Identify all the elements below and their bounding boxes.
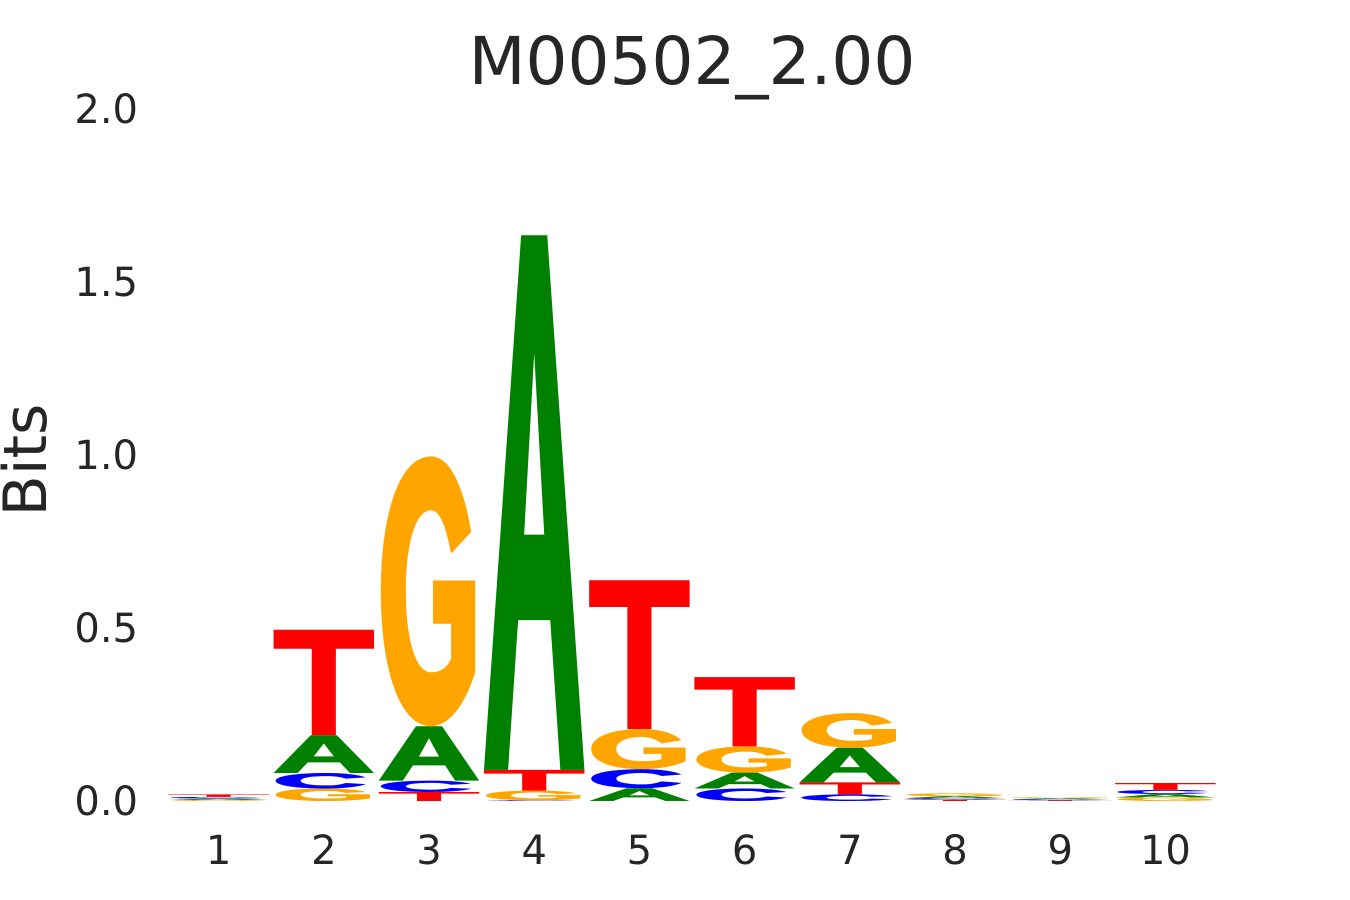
letter-A-pos-3 <box>378 726 480 781</box>
letter-T-pos-7 <box>799 782 901 795</box>
y-tick-label: 0.0 <box>74 779 138 825</box>
y-tick-label: 0.5 <box>74 606 138 652</box>
letter-A-pos-10 <box>1115 794 1216 798</box>
letter-G-pos-1 <box>170 799 265 801</box>
x-axis-ticks: 1 2 3 4 5 6 7 8 9 10 <box>206 828 1191 874</box>
letter-G-pos-7 <box>801 713 897 748</box>
letter-T-pos-4 <box>483 769 585 791</box>
letter-T-pos-1 <box>168 794 269 797</box>
x-tick-label: 5 <box>627 828 652 874</box>
y-axis-ticks: 0.0 0.5 1.0 1.5 2.0 <box>74 87 138 825</box>
letter-A-pos-2 <box>273 735 375 773</box>
letter-C-pos-7 <box>801 794 892 801</box>
y-tick-label: 1.5 <box>74 260 138 306</box>
x-tick-label: 7 <box>837 828 862 874</box>
x-tick-label: 6 <box>732 828 757 874</box>
x-tick-label: 2 <box>311 828 336 874</box>
x-tick-label: 3 <box>416 828 441 874</box>
x-tick-label: 1 <box>206 828 231 874</box>
y-axis-label: Bits <box>0 404 61 517</box>
letter-G-pos-10 <box>1117 797 1212 801</box>
letter-A-pos-5 <box>589 788 690 801</box>
x-tick-label: 8 <box>942 828 967 874</box>
letter-A-pos-9 <box>1009 798 1111 800</box>
letter-C-pos-5 <box>591 769 682 789</box>
letter-T-pos-10 <box>1115 783 1216 790</box>
letter-C-pos-6 <box>696 788 787 801</box>
letter-C-pos-1 <box>170 796 261 799</box>
letter-G-pos-9 <box>1011 797 1107 799</box>
letter-T-pos-9 <box>1009 800 1111 801</box>
x-tick-label: 9 <box>1047 828 1072 874</box>
letter-C-pos-2 <box>275 772 366 789</box>
letter-C-pos-10 <box>1117 789 1208 795</box>
letter-C-pos-4 <box>485 800 577 801</box>
y-tick-label: 1.0 <box>74 433 138 479</box>
x-tick-label: 10 <box>1140 828 1191 874</box>
letter-G-pos-3 <box>380 456 476 727</box>
letter-T-pos-6 <box>694 677 795 747</box>
letter-A-pos-4 <box>483 235 585 770</box>
letter-C-pos-9 <box>1011 799 1103 801</box>
letter-A-pos-8 <box>904 796 1006 799</box>
y-tick-label: 2.0 <box>74 87 138 133</box>
letter-G-pos-2 <box>275 788 371 801</box>
letter-T-pos-5 <box>589 580 690 730</box>
letter-A-pos-6 <box>694 772 795 789</box>
letter-G-pos-4 <box>485 790 581 801</box>
chart-title: M00502_2.00 <box>469 23 916 100</box>
letters-layer <box>168 235 1216 801</box>
letter-T-pos-3 <box>378 792 480 801</box>
letter-T-pos-8 <box>904 799 1006 801</box>
plot-area <box>168 235 1216 801</box>
letter-A-pos-7 <box>799 747 901 783</box>
letter-G-pos-5 <box>591 729 686 770</box>
letter-C-pos-3 <box>380 780 472 793</box>
letter-G-pos-6 <box>696 746 791 773</box>
letter-T-pos-2 <box>273 629 375 736</box>
x-tick-label: 4 <box>521 828 546 874</box>
letter-A-pos-1 <box>168 798 269 800</box>
letter-C-pos-8 <box>906 798 998 800</box>
letter-G-pos-8 <box>906 793 1002 797</box>
